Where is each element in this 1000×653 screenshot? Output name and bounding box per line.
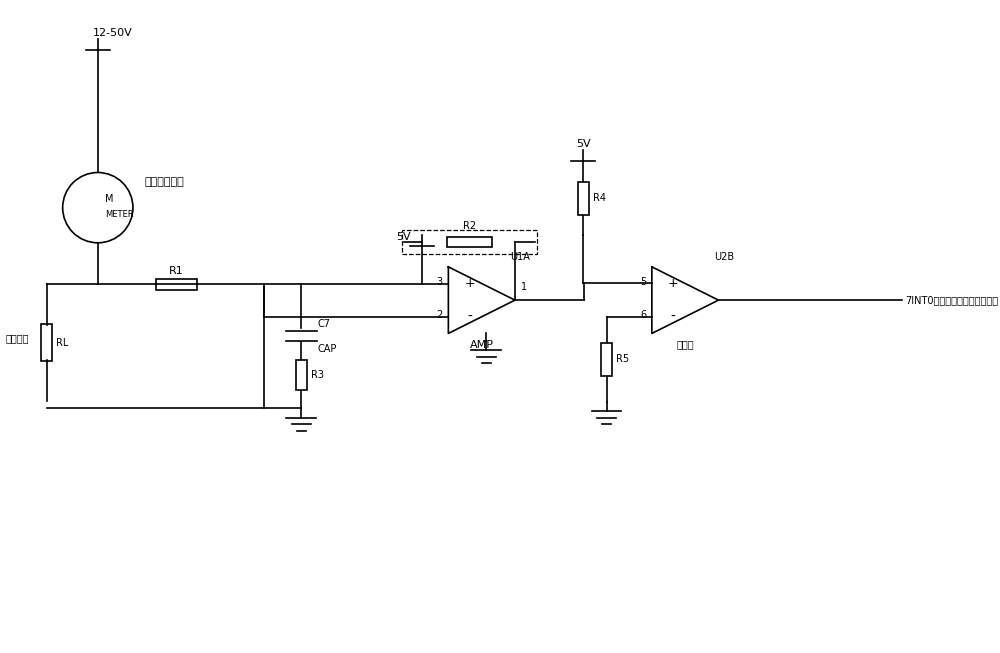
Text: -: - — [671, 310, 676, 324]
Text: U2B: U2B — [714, 252, 734, 263]
Text: 有刷直流电机: 有刷直流电机 — [144, 178, 184, 187]
Text: 5V: 5V — [396, 232, 410, 242]
Text: RL: RL — [56, 338, 69, 347]
Text: 12-50V: 12-50V — [93, 28, 133, 39]
Bar — [296, 360, 307, 390]
Text: -: - — [467, 310, 472, 324]
Text: 比较器: 比较器 — [676, 340, 694, 349]
Bar — [156, 279, 197, 290]
Text: M: M — [105, 195, 114, 204]
Circle shape — [63, 172, 133, 243]
Text: R4: R4 — [593, 193, 606, 203]
Text: R3: R3 — [311, 370, 324, 380]
Text: METER: METER — [105, 210, 134, 219]
Text: 3: 3 — [437, 277, 443, 287]
Text: 5: 5 — [640, 277, 646, 287]
Text: CAP: CAP — [317, 343, 336, 354]
Bar — [402, 230, 537, 254]
Bar — [601, 343, 612, 376]
Text: C7: C7 — [317, 319, 330, 329]
Text: AMP: AMP — [470, 340, 494, 349]
Text: 2: 2 — [437, 310, 443, 320]
Text: U1A: U1A — [510, 252, 530, 263]
Bar — [41, 324, 52, 361]
Text: R1: R1 — [169, 266, 184, 276]
Text: 7INT0输出到单片机中断检测口: 7INT0输出到单片机中断检测口 — [905, 295, 998, 305]
Bar — [447, 237, 492, 247]
Text: 1: 1 — [521, 282, 527, 292]
Text: R5: R5 — [616, 355, 629, 364]
Text: 6: 6 — [640, 310, 646, 320]
Bar — [578, 182, 589, 215]
Text: R2: R2 — [463, 221, 476, 231]
Text: 电流检测: 电流检测 — [5, 333, 29, 343]
Text: +: + — [464, 277, 475, 290]
Text: +: + — [668, 277, 678, 290]
Text: 5V: 5V — [576, 139, 591, 150]
